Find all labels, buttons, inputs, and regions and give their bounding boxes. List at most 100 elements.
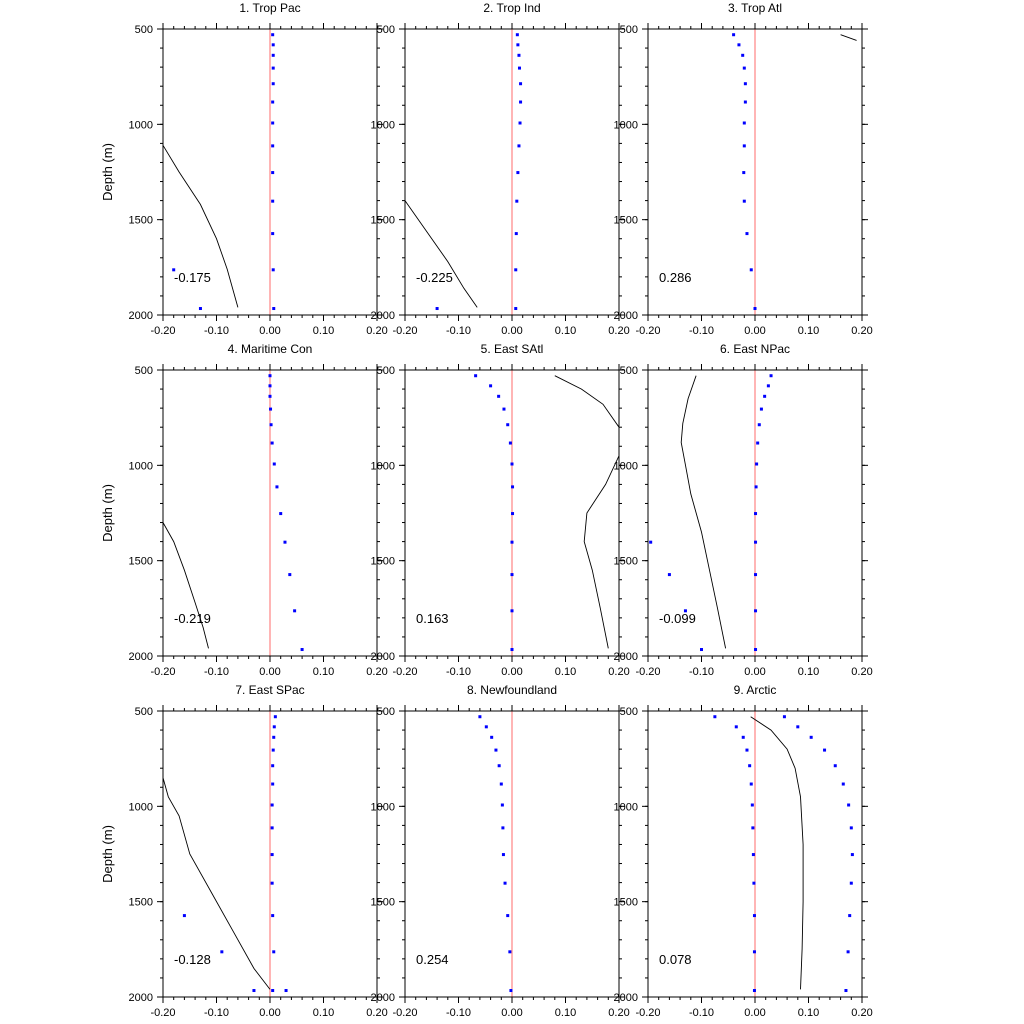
x-tick-label: -0.20 <box>635 1007 660 1019</box>
y-tick-label: 2000 <box>614 651 638 663</box>
data-point <box>754 648 758 652</box>
data-point <box>754 512 758 516</box>
y-tick-label: 1500 <box>614 215 638 227</box>
data-point <box>745 232 749 236</box>
data-point <box>271 232 275 236</box>
data-point <box>494 748 498 752</box>
panel-7: -0.20 -0.10 0.00 0.10 0.20 500 1000 1500 2000 7. … <box>100 683 388 1019</box>
plot-frame <box>647 710 863 998</box>
data-point <box>756 441 760 445</box>
data-point <box>732 33 736 37</box>
data-point <box>841 782 845 786</box>
data-point <box>516 171 520 175</box>
x-tick-label: 0.20 <box>608 325 629 337</box>
y-tick-label: 2000 <box>371 651 395 663</box>
data-point <box>749 268 753 272</box>
y-tick-label: 1500 <box>614 897 638 909</box>
data-point <box>737 43 741 47</box>
y-axis-label: Depth (m) <box>100 825 115 883</box>
data-point <box>501 826 505 830</box>
plot-frame <box>404 28 620 316</box>
data-point <box>484 725 488 729</box>
x-tick-label: -0.20 <box>392 666 417 678</box>
y-tick-label: 1500 <box>129 897 153 909</box>
data-point <box>435 307 439 311</box>
data-point <box>518 121 522 125</box>
panel-5: -0.20 -0.10 0.00 0.10 0.20 500 1000 1500 2000 5. … <box>371 342 630 678</box>
plot-frame <box>647 369 863 657</box>
data-point <box>510 573 514 577</box>
data-point <box>510 648 514 652</box>
correlation-label: -0.099 <box>659 611 696 626</box>
profile-curve <box>750 716 804 990</box>
data-point <box>271 66 275 70</box>
x-tick-label: -0.20 <box>150 325 175 337</box>
data-point <box>271 121 275 125</box>
data-point <box>271 914 275 918</box>
x-tick-label: 0.00 <box>259 666 280 678</box>
y-tick-label: 1000 <box>129 801 153 813</box>
x-tick-label: 0.10 <box>798 325 819 337</box>
y-tick-label: 1000 <box>129 460 153 472</box>
data-point <box>741 53 745 57</box>
data-point <box>745 748 749 752</box>
x-tick-label: -0.10 <box>689 1007 714 1019</box>
data-point <box>514 268 518 272</box>
y-tick-label: 500 <box>620 706 638 718</box>
data-point <box>474 374 478 378</box>
panel-title: 3. Trop Atl <box>728 1 782 15</box>
data-point <box>516 43 520 47</box>
y-tick-label: 500 <box>135 24 153 36</box>
plot-frame <box>404 369 620 657</box>
data-point <box>508 950 512 954</box>
data-point <box>750 803 754 807</box>
data-point <box>272 735 276 739</box>
data-point <box>759 407 763 411</box>
x-tick-label: -0.20 <box>635 325 660 337</box>
data-point <box>519 82 523 86</box>
data-point <box>849 826 853 830</box>
x-tick-label: 0.10 <box>313 666 334 678</box>
panel-title: 7. East SPac <box>235 683 304 697</box>
data-point <box>269 423 273 427</box>
data-point <box>293 609 297 613</box>
y-tick-label: 500 <box>620 365 638 377</box>
y-tick-label: 500 <box>377 24 395 36</box>
data-point <box>517 144 521 148</box>
data-point <box>511 485 515 489</box>
x-tick-label: -0.10 <box>446 325 471 337</box>
panel-8: -0.20 -0.10 0.00 0.10 0.20 500 1000 1500 2000 8. … <box>371 683 630 1019</box>
data-point <box>823 748 827 752</box>
data-point <box>847 803 851 807</box>
panel-title: 4. Maritime Con <box>228 342 313 356</box>
correlation-label: -0.175 <box>174 270 211 285</box>
data-point <box>272 307 276 311</box>
y-tick-label: 500 <box>135 706 153 718</box>
data-point <box>220 950 224 954</box>
y-tick-label: 1000 <box>614 119 638 131</box>
data-point <box>700 648 703 652</box>
y-tick-label: 1500 <box>614 556 638 568</box>
y-tick-label: 1000 <box>371 119 395 131</box>
data-point <box>742 199 746 203</box>
data-point <box>510 609 514 613</box>
x-tick-label: 0.00 <box>744 325 765 337</box>
y-tick-label: 1000 <box>614 801 638 813</box>
y-tick-label: 2000 <box>371 310 395 322</box>
y-tick-label: 1500 <box>129 215 153 227</box>
data-point <box>755 462 759 466</box>
data-point <box>271 199 275 203</box>
correlation-label: 0.078 <box>659 952 692 967</box>
data-point <box>272 950 276 954</box>
x-tick-label: 0.10 <box>555 666 576 678</box>
correlation-label: -0.128 <box>174 952 211 967</box>
y-axis-label: Depth (m) <box>100 143 115 201</box>
x-tick-label: 0.00 <box>259 325 280 337</box>
data-point <box>503 881 507 885</box>
panel-title: 9. Arctic <box>734 683 777 697</box>
data-point <box>271 268 275 272</box>
panel-4: -0.20 -0.10 0.00 0.10 0.20 500 1000 1500 2000 4. … <box>100 342 388 678</box>
data-point <box>506 423 510 427</box>
x-tick-label: -0.10 <box>689 325 714 337</box>
y-tick-label: 1500 <box>371 897 395 909</box>
